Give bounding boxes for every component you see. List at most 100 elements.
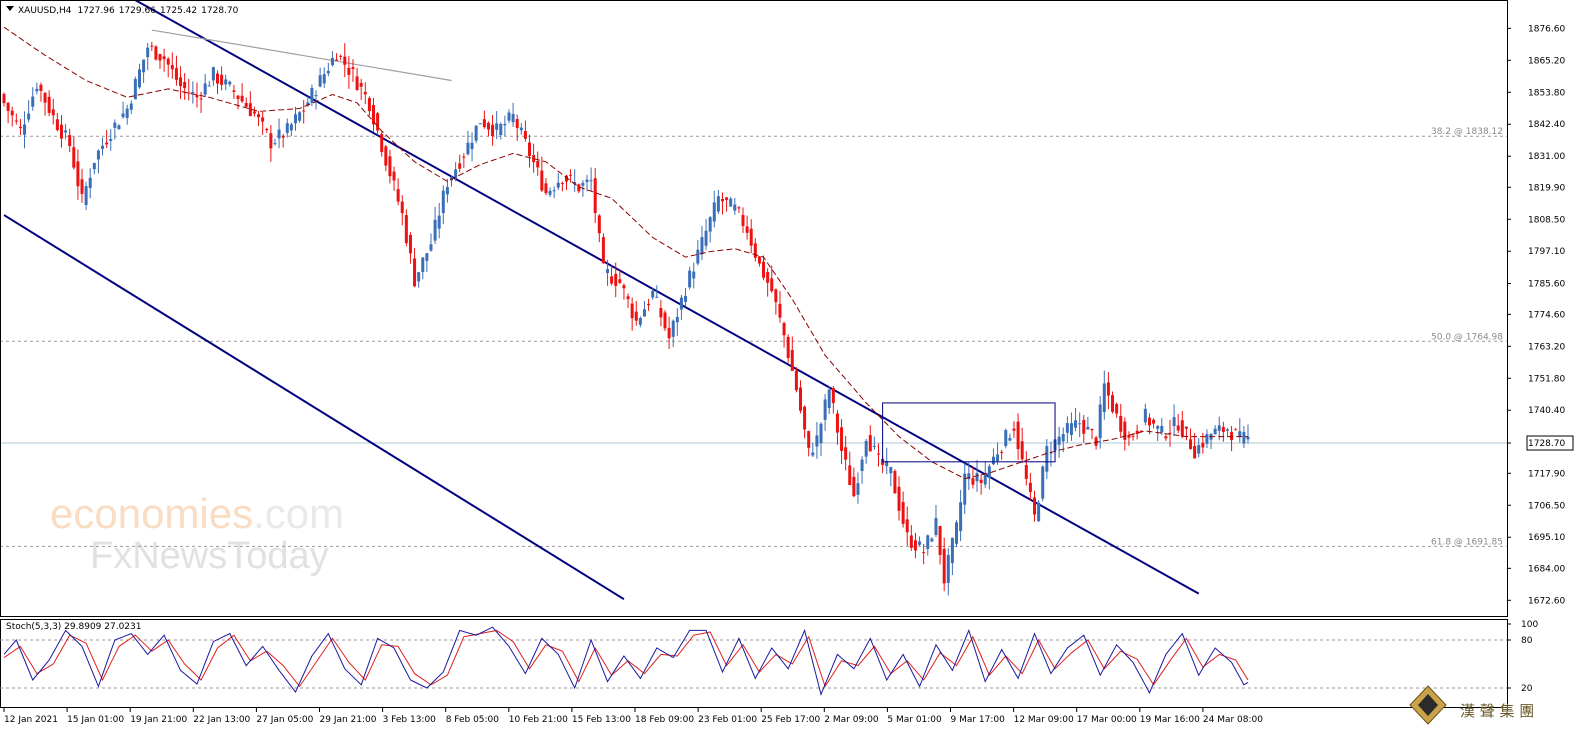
candle-body bbox=[1008, 438, 1012, 441]
candle-body bbox=[1094, 437, 1098, 446]
candle-body bbox=[1000, 451, 1004, 453]
candle-body bbox=[1069, 423, 1073, 436]
candle-body bbox=[203, 83, 207, 95]
candle-body bbox=[51, 109, 55, 116]
channel-line-lower bbox=[3, 214, 625, 601]
svg-text:economies.com: economies.com bbox=[50, 490, 344, 537]
candle-body bbox=[1028, 482, 1032, 493]
candle-body bbox=[569, 174, 573, 176]
candle-body bbox=[630, 303, 634, 319]
candle-body bbox=[741, 215, 745, 227]
candle-body bbox=[10, 110, 14, 116]
candle-body bbox=[101, 145, 105, 149]
candle-body bbox=[293, 114, 297, 124]
candle-body bbox=[1012, 428, 1016, 431]
candle-body bbox=[1242, 432, 1246, 444]
candle-body bbox=[696, 249, 700, 264]
candle-body bbox=[400, 201, 404, 214]
candle-body bbox=[1193, 445, 1197, 459]
candle-body bbox=[815, 435, 819, 447]
candle-body bbox=[675, 316, 679, 323]
candle-body bbox=[1213, 428, 1217, 435]
candle-body bbox=[778, 303, 782, 318]
candle-body bbox=[417, 272, 421, 282]
candle-body bbox=[27, 113, 31, 120]
candle-body bbox=[454, 169, 458, 178]
candle-body bbox=[191, 91, 195, 93]
candle-body bbox=[647, 303, 651, 306]
x-tick-label: 12 Mar 09:00 bbox=[1014, 715, 1074, 725]
candle-body bbox=[905, 519, 909, 533]
candle-body bbox=[18, 126, 22, 129]
candle-body bbox=[1082, 419, 1086, 434]
candle-body bbox=[23, 124, 27, 135]
candle-body bbox=[840, 427, 844, 451]
x-tick-label: 19 Mar 16:00 bbox=[1140, 715, 1200, 725]
ohlc-high: 1729.66 bbox=[119, 6, 156, 16]
candle-body bbox=[445, 186, 449, 195]
candle-body bbox=[1234, 429, 1238, 431]
x-tick-label: 5 Mar 01:00 bbox=[887, 715, 942, 725]
candle-body bbox=[688, 270, 692, 288]
candle-body bbox=[831, 387, 835, 404]
candle-body bbox=[975, 473, 979, 482]
candle-body bbox=[269, 133, 273, 149]
menu-triangle-icon[interactable] bbox=[6, 6, 14, 11]
candle-body bbox=[885, 461, 889, 467]
x-tick-label: 10 Feb 21:00 bbox=[509, 715, 568, 725]
candle-body bbox=[421, 257, 425, 272]
y-tick-label: 1853.80 bbox=[1528, 88, 1565, 98]
candle-body bbox=[261, 117, 265, 122]
candle-body bbox=[955, 522, 959, 544]
candle-body bbox=[556, 182, 560, 188]
candle-body bbox=[462, 156, 466, 158]
candle-body bbox=[577, 184, 581, 192]
candle-body bbox=[129, 103, 133, 110]
stoch-plot-border bbox=[0, 619, 1508, 708]
candle-body bbox=[306, 102, 310, 106]
candle-body bbox=[339, 55, 343, 57]
watermark-economies: economies bbox=[50, 490, 253, 537]
candle-body bbox=[1020, 441, 1024, 460]
candle-body bbox=[31, 96, 35, 107]
y-tick-label: 1684.00 bbox=[1528, 564, 1565, 574]
candle-body bbox=[80, 179, 84, 194]
candle-body bbox=[909, 535, 913, 548]
candle-body bbox=[536, 161, 540, 168]
candle-body bbox=[195, 94, 199, 98]
candle-body bbox=[228, 81, 232, 85]
candle-body bbox=[14, 120, 18, 122]
candle-body bbox=[1016, 421, 1020, 450]
candle-body bbox=[544, 183, 548, 194]
candle-body bbox=[125, 108, 129, 118]
candle-body bbox=[359, 82, 363, 87]
candle-body bbox=[1057, 436, 1061, 445]
candle-body bbox=[92, 162, 96, 170]
candle-body bbox=[1152, 419, 1156, 424]
candle-body bbox=[236, 95, 240, 100]
candle-body bbox=[864, 440, 868, 457]
fib-label: 38.2 @ 1838.12 bbox=[1431, 127, 1503, 137]
candle-body bbox=[1238, 431, 1242, 438]
candle-body bbox=[790, 349, 794, 371]
x-tick-label: 18 Feb 09:00 bbox=[635, 715, 694, 725]
ma-line bbox=[3, 26, 1248, 480]
candle-body bbox=[1168, 432, 1172, 434]
candle-body bbox=[774, 289, 778, 303]
candle-body bbox=[1049, 452, 1053, 454]
x-tick-label: 27 Jan 05:00 bbox=[256, 715, 313, 725]
candle-body bbox=[429, 244, 433, 251]
candle-body bbox=[392, 171, 396, 181]
candle-body bbox=[215, 73, 219, 84]
candle-body bbox=[573, 182, 577, 185]
candle-body bbox=[372, 104, 376, 125]
candle-body bbox=[897, 486, 901, 511]
chart-frame bbox=[0, 0, 1508, 708]
candle-body bbox=[823, 399, 827, 420]
candle-body bbox=[930, 538, 934, 542]
candle-body bbox=[1004, 430, 1008, 447]
x-tick-label: 19 Jan 21:00 bbox=[130, 715, 187, 725]
candle-body bbox=[380, 133, 384, 153]
candle-body bbox=[441, 190, 445, 213]
candle-body bbox=[244, 103, 248, 107]
